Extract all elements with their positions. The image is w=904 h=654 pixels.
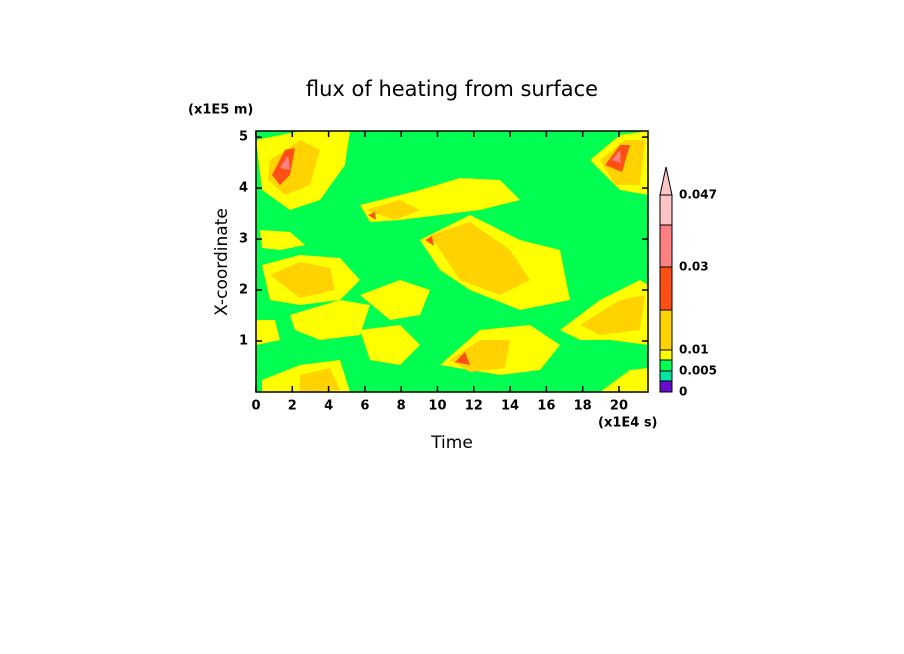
y-axis-unit: (x1E5 m): [188, 103, 253, 118]
x-tick-label: 8: [397, 399, 406, 414]
x-tick-label: 2: [288, 399, 297, 414]
y-axis-label: X-coordinate: [212, 208, 232, 316]
x-tick-label: 10: [428, 399, 446, 414]
colorbar-box: [659, 370, 673, 382]
x-axis-label: Time: [430, 433, 473, 453]
colorbar-label: 0: [679, 385, 687, 399]
y-tick-label: 3: [239, 232, 248, 247]
x-tick-label: 12: [465, 399, 483, 414]
x-axis-unit: (x1E4 s): [598, 416, 658, 431]
y-tick-label: 2: [239, 283, 248, 298]
x-tick-label: 4: [324, 399, 333, 414]
contour-field: [256, 131, 648, 392]
colorbar-box: [659, 194, 673, 226]
colorbar-box: [659, 349, 673, 361]
contour-regions-peak: [280, 150, 621, 170]
colorbar-label: 0.03: [679, 260, 709, 274]
colorbar-box: [659, 380, 673, 393]
x-tick-label: 16: [537, 399, 555, 414]
x-tick-label: 6: [360, 399, 369, 414]
y-tick-label: 5: [239, 130, 248, 145]
y-tick-label: 4: [239, 181, 248, 196]
chart-title: flux of heating from surface: [306, 77, 598, 101]
contour-regions-mid: [268, 140, 645, 392]
x-tick-label: 0: [251, 399, 260, 414]
colorbar-label: 0.047: [679, 188, 717, 202]
x-tick-label: 20: [610, 399, 628, 414]
colorbar-box: [659, 309, 673, 351]
colorbar-extension: [659, 166, 673, 196]
colorbar-label: 0.01: [679, 343, 709, 357]
y-tick-label: 1: [239, 334, 248, 349]
colorbar-label: 0.005: [679, 364, 717, 378]
colorbar-box: [659, 266, 673, 311]
colorbar-box: [659, 359, 673, 372]
x-tick-label: 18: [574, 399, 592, 414]
x-tick-label: 14: [501, 399, 519, 414]
colorbar-box: [659, 224, 673, 268]
plot-frame: [255, 130, 649, 393]
